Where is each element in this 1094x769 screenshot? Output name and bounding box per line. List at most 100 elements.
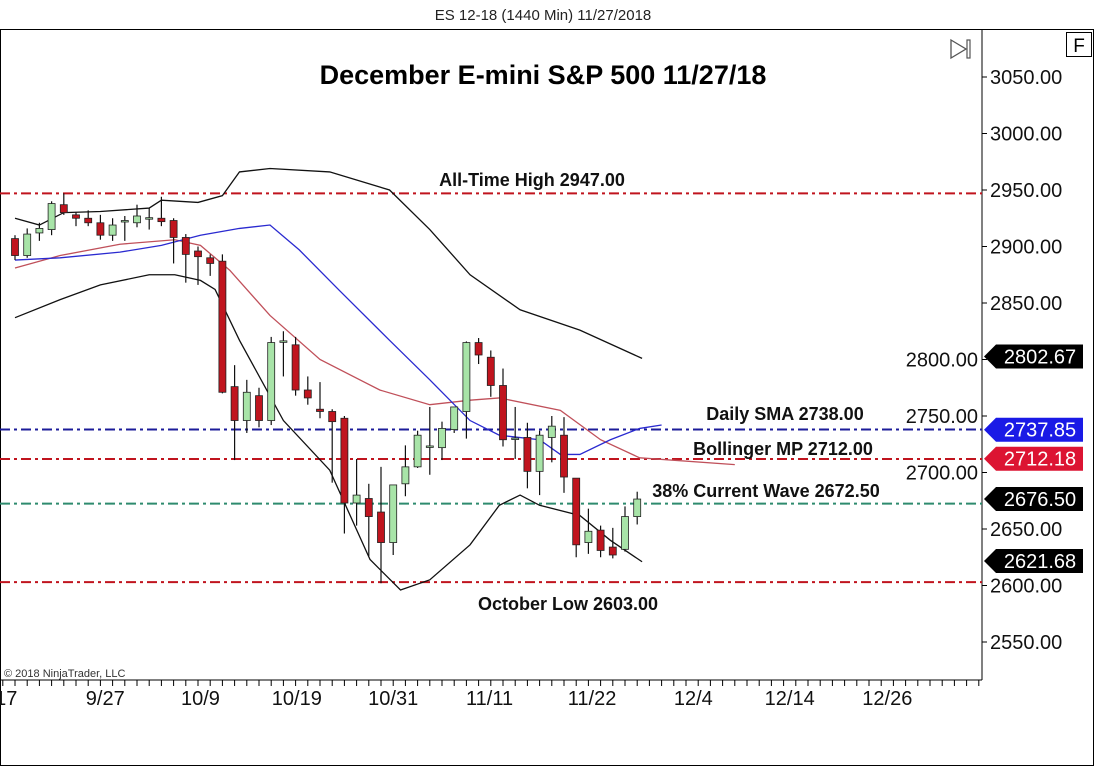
y-tick-label: 2700.00: [906, 463, 978, 485]
price-tag-shape: [984, 549, 1083, 574]
candle: [535, 430, 544, 496]
candle: [303, 376, 312, 405]
candle: [572, 477, 581, 558]
price-tag-shape: [984, 487, 1083, 512]
candle: [523, 422, 532, 489]
candle-body: [96, 222, 105, 236]
candle: [450, 406, 459, 433]
candle-body: [572, 477, 581, 546]
candle: [560, 417, 568, 493]
price-tag-shape: [984, 446, 1083, 471]
y-tick-label: 2950.00: [990, 180, 1062, 202]
x-tick-label: 12/4: [674, 688, 713, 710]
svg-text:F: F: [1073, 36, 1085, 57]
candle: [633, 491, 642, 525]
indicator-line-bollinger-mp: [14, 239, 735, 466]
candle: [267, 336, 276, 426]
candle-body: [230, 386, 239, 421]
candle: [206, 254, 215, 276]
candle: [157, 196, 166, 227]
candle: [316, 382, 324, 419]
candle: [230, 365, 239, 461]
candle: [584, 508, 593, 554]
x-tick-label: 9/17: [0, 688, 17, 710]
candle: [194, 246, 202, 285]
candle: [499, 368, 507, 447]
price-tag-label: 2676.50: [1004, 489, 1076, 511]
candle: [255, 387, 263, 428]
candle: [377, 466, 385, 584]
candle-body: [462, 342, 471, 412]
candle-body: [316, 408, 324, 412]
candle: [72, 212, 80, 227]
candle: [474, 338, 483, 365]
chart-title: December E-mini S&P 500 11/27/18: [320, 60, 767, 90]
y-tick-label: 2550.00: [990, 632, 1062, 654]
candle: [413, 430, 422, 468]
candle-body: [59, 204, 68, 214]
candle-body: [584, 530, 593, 543]
candle-body: [11, 238, 19, 256]
candle-body: [438, 428, 446, 449]
candle: [486, 350, 495, 397]
indicator-line-bollinger-lower: [14, 274, 643, 591]
x-tick-label: 9/27: [86, 688, 125, 710]
candle: [291, 336, 300, 396]
candle: [547, 416, 556, 463]
candle: [11, 235, 19, 261]
candle-body: [303, 389, 312, 399]
candle: [364, 483, 373, 557]
candle-body: [608, 546, 617, 556]
candle: [169, 218, 178, 264]
candle: [145, 208, 154, 230]
candle: [35, 222, 44, 241]
candle-body: [72, 214, 80, 219]
candle-body: [340, 417, 349, 504]
annotation-daily-sma: Daily SMA 2738.00: [706, 404, 863, 424]
candle: [340, 416, 349, 534]
scroll-to-end-icon[interactable]: [950, 38, 971, 60]
y-tick-label: 2850.00: [990, 293, 1062, 315]
candle-body: [328, 411, 337, 423]
candle-body: [23, 233, 32, 256]
candle: [352, 458, 361, 526]
candle: [133, 204, 141, 228]
candle-body: [499, 385, 507, 441]
candle: [181, 234, 190, 283]
candle-body: [523, 437, 532, 472]
price-tag-label: 2737.85: [1004, 420, 1076, 442]
indicator-line-bollinger-upper: [14, 167, 643, 359]
candle-body: [560, 434, 568, 478]
candle: [511, 406, 520, 459]
candle-body: [621, 516, 629, 550]
candle: [108, 218, 117, 241]
candle: [621, 506, 629, 552]
candle-body: [120, 220, 129, 223]
annotation-38-current-wave: 38% Current Wave 2672.50: [652, 481, 879, 501]
candle: [438, 421, 446, 461]
x-tick-label: 11/11: [466, 688, 513, 710]
candle-body: [389, 484, 398, 543]
price-tag: 2712.18: [984, 446, 1083, 471]
indicator-line-daily-sma: [14, 224, 662, 456]
copyright-text: © 2018 NinjaTrader, LLC: [4, 668, 125, 680]
candle: [218, 254, 227, 394]
candle-body: [108, 224, 117, 236]
x-tick-label: 10/31: [368, 688, 418, 710]
x-tick-label: 10/9: [181, 688, 220, 710]
window-title: ES 12-18 (1440 Min) 11/27/2018: [435, 7, 652, 24]
annotation-all-time-high: All-Time High 2947.00: [439, 170, 625, 190]
candle-body: [206, 257, 215, 264]
candle-body: [255, 395, 263, 421]
price-tag: 2802.67: [984, 344, 1083, 369]
candle-body: [425, 445, 434, 448]
x-tick-label: 12/26: [862, 688, 912, 710]
f-button[interactable]: F: [1066, 32, 1092, 58]
price-tag-label: 2712.18: [1004, 449, 1076, 471]
candle-body: [133, 215, 141, 224]
candle: [242, 379, 251, 433]
candle-body: [486, 356, 495, 386]
candle-body: [413, 434, 422, 468]
